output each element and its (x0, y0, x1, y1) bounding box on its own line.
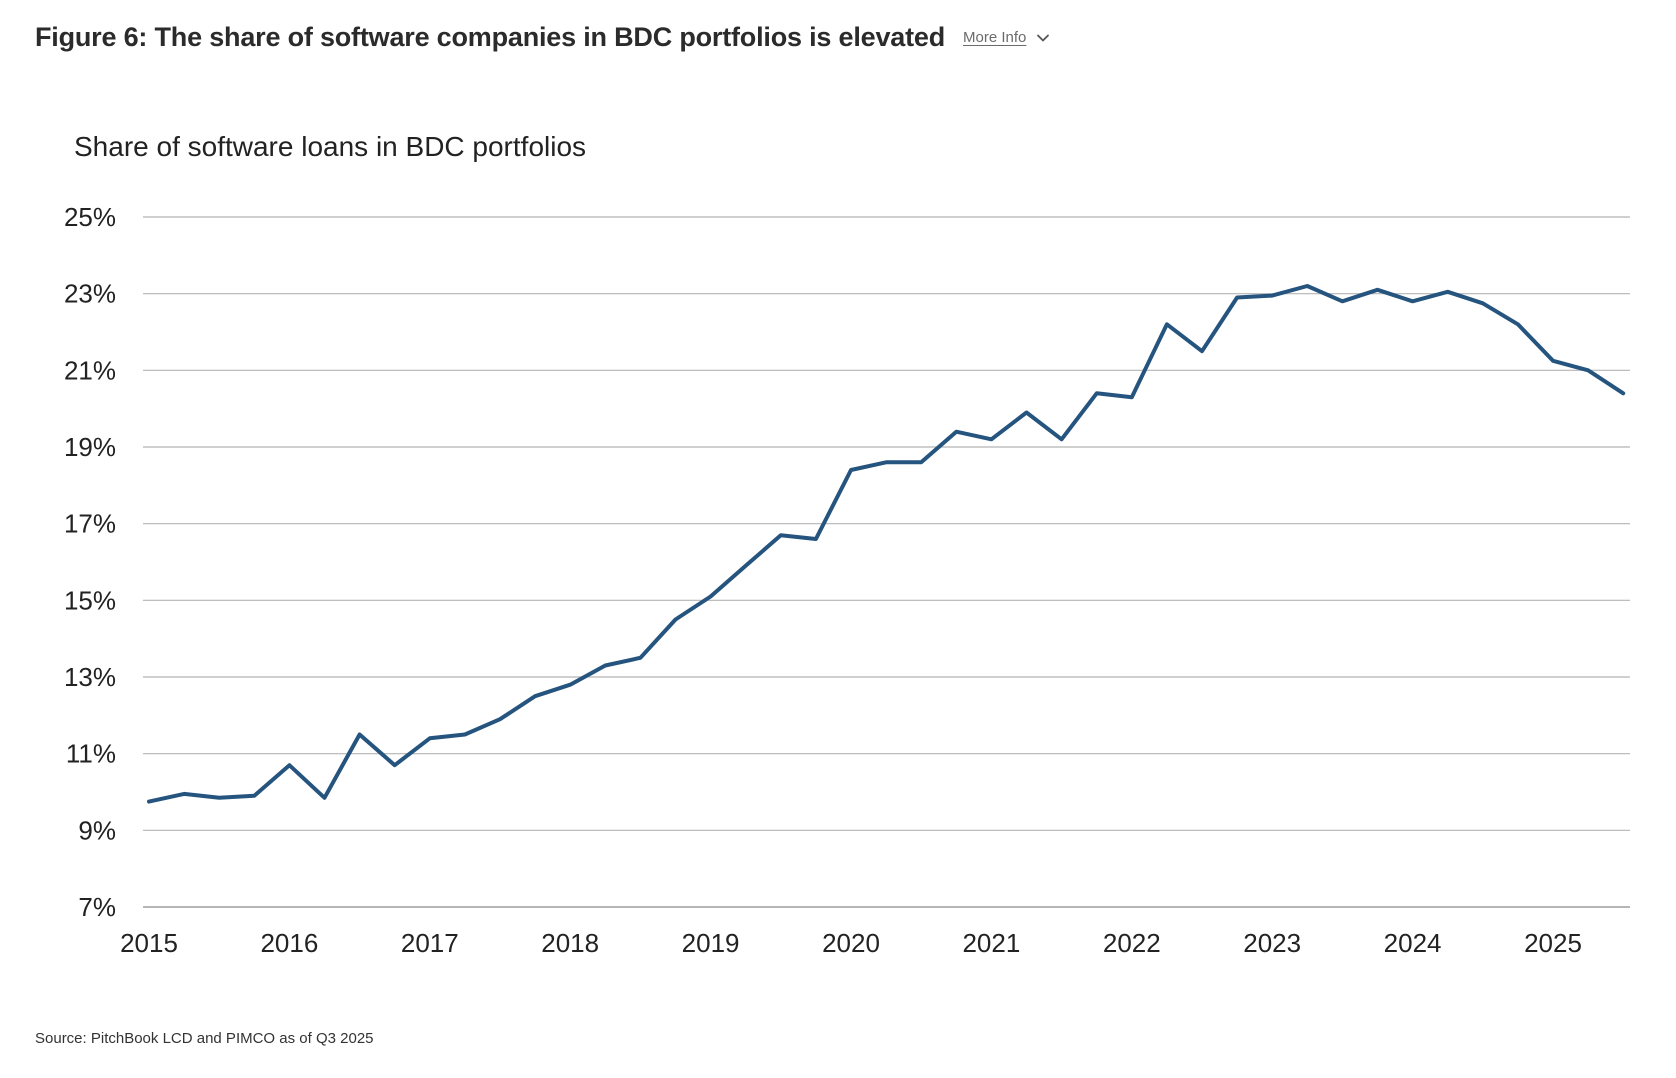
source-note: Source: PitchBook LCD and PIMCO as of Q3… (35, 1030, 374, 1047)
chart-title: Share of software loans in BDC portfolio… (74, 131, 586, 162)
x-tick-label: 2022 (1103, 928, 1161, 958)
x-tick-label: 2018 (541, 928, 599, 958)
series-line (147, 284, 1626, 804)
x-tick-label: 2025 (1524, 928, 1582, 958)
x-tick-label: 2016 (260, 928, 318, 958)
x-tick-label: 2019 (682, 928, 740, 958)
y-tick-label: 15% (64, 585, 116, 615)
figure-title: Figure 6: The share of software companie… (35, 22, 945, 52)
chevron-down-icon[interactable] (1036, 31, 1050, 45)
x-axis-tick-labels: 2015 2016 2017 2018 2019 2020 2021 2022 2023 2024… (120, 928, 1582, 958)
y-tick-label: 23% (64, 279, 116, 309)
y-tick-label: 19% (64, 432, 116, 462)
x-tick-label: 2021 (962, 928, 1020, 958)
more-info-toggle[interactable]: More Info (963, 29, 1050, 46)
figure-header: Figure 6: The share of software companie… (35, 22, 1050, 53)
grid-lines (143, 216, 1630, 908)
y-tick-label: 7% (78, 892, 116, 922)
x-tick-label: 2023 (1243, 928, 1301, 958)
y-tick-label: 25% (64, 202, 116, 232)
y-tick-label: 17% (64, 509, 116, 539)
more-info-label[interactable]: More Info (963, 29, 1027, 46)
chart-container: Share of software loans in BDC portfolio… (0, 100, 1676, 1000)
y-tick-label: 11% (66, 739, 116, 769)
x-tick-label: 2015 (120, 928, 178, 958)
x-tick-label: 2024 (1384, 928, 1442, 958)
line-chart: Share of software loans in BDC portfolio… (64, 131, 1630, 958)
y-tick-label: 13% (64, 662, 116, 692)
y-tick-label: 21% (64, 355, 116, 385)
y-axis-tick-labels: 7% 9% 11% 13% 15% 17% 19% 21% 23% 25% (64, 202, 116, 922)
y-tick-label: 9% (78, 815, 116, 845)
x-tick-label: 2020 (822, 928, 880, 958)
series-layer (147, 284, 1626, 804)
x-tick-label: 2017 (401, 928, 459, 958)
